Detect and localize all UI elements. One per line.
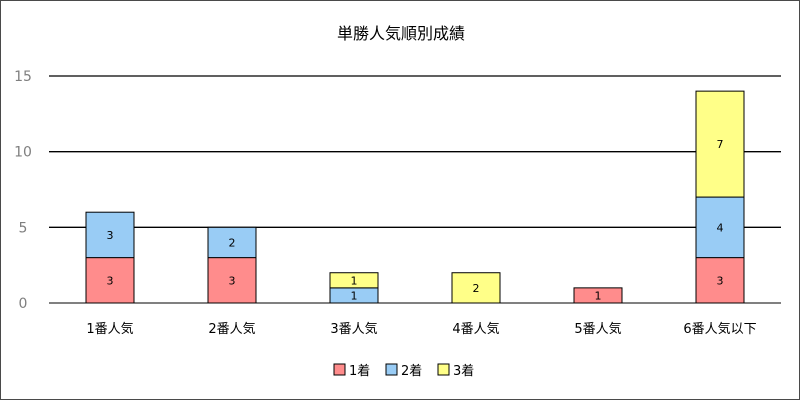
data-label: 3	[107, 229, 114, 242]
legend-swatch	[437, 363, 450, 376]
y-tick-label: 5	[19, 220, 28, 236]
x-tick-label: 6番人気以下	[683, 321, 756, 337]
x-axis-ticks: 1番人気 2番人気 3番人気 4番人気 5番人気 6番人気以下	[86, 321, 756, 337]
data-label: 4	[717, 221, 724, 234]
data-label: 3	[229, 274, 236, 287]
data-label: 2	[229, 236, 236, 249]
data-label: 3	[107, 274, 114, 287]
data-label: 7	[717, 138, 724, 151]
bar-segment	[85, 211, 135, 259]
legend-swatch	[385, 363, 398, 376]
gridlines	[49, 75, 781, 304]
bar-segment	[573, 287, 623, 304]
y-tick-label: 10	[14, 145, 32, 161]
x-tick-label: 5番人気	[574, 321, 621, 337]
data-label: 2	[473, 282, 480, 295]
data-label: 1	[351, 274, 358, 287]
bar-segment	[451, 272, 501, 304]
data-label: 1	[351, 289, 358, 302]
bars: 3 3 3 2 1 1 2 1 3 4 7	[85, 90, 745, 304]
bar-segment	[695, 90, 745, 198]
x-tick-label: 4番人気	[452, 321, 499, 337]
y-tick-label: 0	[19, 296, 28, 312]
data-label: 1	[595, 289, 602, 302]
y-axis-ticks: 0 5 10 15	[14, 69, 32, 312]
bar-segment	[695, 196, 745, 259]
bar-segment	[329, 272, 379, 289]
legend-label: 1着	[349, 363, 370, 379]
x-tick-label: 3番人気	[330, 321, 377, 337]
bar-segment	[85, 257, 135, 304]
legend-label: 2着	[401, 363, 422, 379]
chart-title: 単勝人気順別成績	[337, 24, 465, 43]
legend: 1着 2着 3着	[333, 363, 474, 379]
bar-segment	[207, 226, 257, 259]
x-tick-label: 1番人気	[86, 321, 133, 337]
bar-segment	[695, 257, 745, 304]
y-tick-label: 15	[14, 69, 32, 85]
legend-label: 3着	[453, 363, 474, 379]
x-tick-label: 2番人気	[208, 321, 255, 337]
legend-swatch	[333, 363, 346, 376]
data-label: 3	[717, 274, 724, 287]
